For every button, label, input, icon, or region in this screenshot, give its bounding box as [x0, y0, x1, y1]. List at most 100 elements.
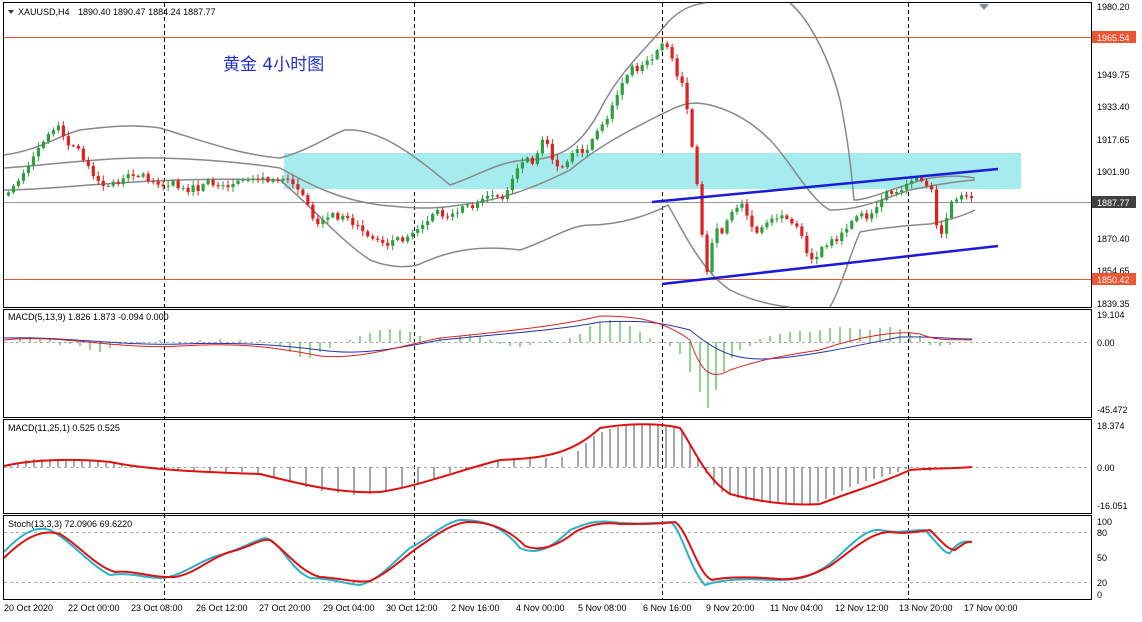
candle-up: [760, 227, 764, 233]
price-tick: 1901.90: [1097, 167, 1130, 177]
macd1-panel: [3, 309, 1092, 418]
candle-up: [236, 180, 240, 184]
candle-down: [351, 217, 355, 226]
candle-down: [695, 146, 699, 185]
candle-up: [650, 59, 654, 61]
candle-up: [565, 161, 569, 168]
candle-down: [216, 185, 220, 187]
candle-up: [615, 94, 619, 106]
price-tick: 1917.65: [1097, 135, 1130, 145]
price-tick: 1949.75: [1097, 70, 1130, 80]
candle-up: [510, 178, 515, 191]
stoch-tick: 50: [1097, 553, 1107, 563]
candle-down: [146, 173, 150, 182]
stoch-main-line: [3, 518, 973, 587]
time-tick: 13 Nov 20:00: [899, 603, 953, 613]
trend-channel: [651, 167, 999, 286]
candle-up: [406, 236, 410, 242]
candle-down: [176, 180, 180, 189]
candle-up: [880, 199, 884, 208]
candle-up: [540, 139, 544, 154]
resistance-zone: [284, 153, 1021, 189]
candle-down: [376, 238, 380, 240]
candle-up: [411, 232, 415, 237]
bollinger-upper: [3, 2, 706, 186]
candle-down: [675, 58, 679, 77]
candle-up: [625, 75, 629, 84]
candle-up: [121, 178, 125, 184]
candle-up: [436, 210, 440, 214]
candle-up: [595, 130, 599, 140]
price-tick: 1933.40: [1097, 102, 1130, 112]
candle-down: [790, 218, 794, 224]
stoch-tick: 20: [1097, 578, 1107, 588]
time-tick: 6 Nov 16:00: [643, 603, 692, 613]
candle-up: [715, 228, 719, 243]
candle-down: [156, 181, 160, 185]
bollinger-middle: [3, 102, 976, 211]
candle-up: [949, 201, 954, 219]
candle-up: [490, 195, 495, 197]
candle-down: [500, 196, 505, 199]
bollinger-lower-right: [829, 209, 976, 308]
candle-up: [959, 195, 964, 200]
candle-up: [326, 217, 330, 220]
candle-up: [271, 179, 275, 182]
scroll-shift-icon[interactable]: [979, 4, 989, 10]
candle-down: [116, 181, 120, 184]
candle-down: [690, 109, 694, 147]
time-tick: 27 Oct 20:00: [259, 603, 311, 613]
candle-up: [910, 180, 914, 184]
candle-down: [336, 213, 340, 220]
candle-up: [605, 118, 609, 125]
candle-up: [610, 105, 614, 119]
candle-up: [106, 185, 110, 187]
candle-up: [710, 242, 714, 272]
candle-up: [56, 125, 60, 131]
candle-up: [51, 130, 56, 135]
candle-down: [705, 234, 709, 272]
period-separators: [164, 3, 909, 600]
candle-down: [635, 65, 639, 72]
candle-up: [850, 220, 854, 229]
candle-up: [181, 187, 185, 189]
candle-up: [126, 174, 130, 179]
candle-down: [371, 236, 375, 239]
macd2-tick: 18.374: [1097, 421, 1125, 431]
candle-up: [281, 178, 285, 181]
macd1-macd-line: [3, 315, 973, 376]
candle-down: [346, 215, 350, 218]
candle-down: [101, 180, 105, 186]
candle-down: [361, 225, 365, 232]
candle-up: [171, 180, 175, 186]
candle-up: [725, 220, 729, 234]
candle-up: [331, 213, 335, 218]
candle-up: [431, 213, 435, 222]
candle-up: [870, 213, 874, 219]
time-tick: 26 Oct 12:00: [196, 603, 248, 613]
candle-up: [735, 207, 739, 212]
time-tick: 12 Nov 12:00: [835, 603, 889, 613]
candle-up: [475, 202, 480, 208]
candle-up: [570, 152, 574, 162]
triangle-down-icon[interactable]: [8, 10, 14, 14]
time-tick: 22 Oct 00:00: [68, 603, 120, 613]
candle-up: [895, 192, 899, 194]
macd1-tick: -45.472: [1097, 405, 1128, 415]
resistance-price-tag: [1092, 31, 1136, 43]
candle-up: [46, 134, 51, 142]
candle-down: [96, 176, 100, 181]
candle-down: [356, 225, 360, 227]
candle-down: [890, 191, 894, 194]
candle-up: [11, 186, 16, 193]
candle-down: [670, 47, 674, 59]
candle-down: [929, 185, 934, 190]
candle-up: [600, 124, 604, 131]
candle-down: [805, 235, 809, 254]
candle-up: [6, 192, 11, 196]
macd1-tick: 19.104: [1097, 310, 1125, 320]
candle-up: [765, 222, 769, 228]
time-tick: 23 Oct 08:00: [131, 603, 183, 613]
price-axis: 1980.20 1965.54 1949.75 1933.40 1917.65 …: [1092, 2, 1136, 309]
